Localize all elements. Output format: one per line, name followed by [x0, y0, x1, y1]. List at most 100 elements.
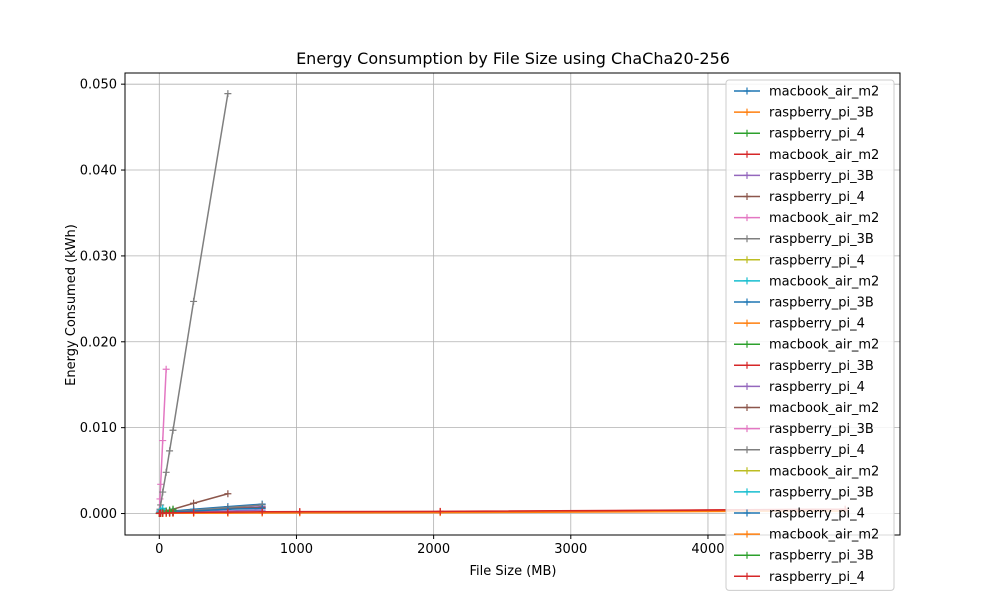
legend-marker: [743, 509, 751, 517]
legend-label: raspberry_pi_4: [769, 507, 865, 522]
legend-item: macbook_air_m2: [734, 211, 879, 226]
legend-label: raspberry_pi_4: [769, 443, 865, 458]
legend-marker: [743, 108, 751, 116]
legend-item: raspberry_pi_3B: [734, 296, 874, 311]
legend-label: macbook_air_m2: [769, 211, 879, 226]
legend-label: raspberry_pi_4: [769, 380, 865, 395]
legend-marker: [743, 193, 751, 200]
legend-label: macbook_air_m2: [769, 338, 879, 353]
y-axis-label: Energy Consumed (kWh): [64, 224, 79, 386]
legend-marker: [743, 256, 751, 264]
legend-item: macbook_air_m2: [734, 528, 879, 543]
x-axis: 0 1000 2000 3000 4000: [155, 535, 725, 557]
legend-marker: [743, 530, 751, 538]
legend-item: raspberry_pi_4: [734, 317, 865, 332]
data-point: [190, 297, 198, 305]
legend-marker: [743, 340, 751, 348]
data-point: [258, 508, 266, 516]
legend-item: macbook_air_m2: [734, 148, 879, 163]
legend-item: raspberry_pi_4: [734, 380, 865, 395]
legend-marker: [743, 425, 751, 433]
legend-label: macbook_air_m2: [769, 85, 879, 100]
legend-item: raspberry_pi_4: [734, 253, 865, 268]
legend-item: macbook_air_m2: [734, 464, 879, 479]
legend-label: macbook_air_m2: [769, 274, 879, 289]
legend-item: raspberry_pi_3B: [734, 422, 874, 437]
x-tick-label: 0: [155, 542, 163, 557]
series-23: [155, 505, 849, 517]
legend-item: raspberry_pi_3B: [734, 169, 874, 184]
legend-label: macbook_air_m2: [769, 464, 879, 479]
legend-item: macbook_air_m2: [734, 85, 879, 100]
legend-marker: [743, 298, 751, 306]
legend-marker: [743, 150, 751, 158]
y-tick-label: 0.030: [80, 249, 117, 264]
legend-label: raspberry_pi_3B: [769, 232, 874, 247]
legend-marker: [743, 551, 751, 559]
x-tick-label: 4000: [691, 542, 724, 557]
legend-marker: [743, 87, 751, 95]
legend-label: raspberry_pi_3B: [769, 106, 874, 121]
data-point: [190, 499, 198, 507]
y-tick-label: 0.010: [80, 421, 117, 436]
legend-marker: [743, 467, 751, 475]
data-point: [159, 437, 167, 445]
legend-item: raspberry_pi_3B: [734, 106, 874, 121]
y-tick-label: 0.050: [80, 78, 117, 93]
x-axis-label: File Size (MB): [470, 564, 557, 579]
data-point: [169, 426, 177, 434]
chart-title: Energy Consumption by File Size using Ch…: [296, 49, 730, 68]
legend-marker: [743, 446, 751, 454]
data-point: [224, 490, 232, 498]
legend-item: macbook_air_m2: [734, 274, 879, 289]
x-tick-label: 2000: [417, 542, 450, 557]
data-point: [296, 508, 304, 516]
data-point: [159, 488, 167, 496]
legend-item: raspberry_pi_4: [734, 190, 865, 205]
legend-marker: [743, 319, 751, 327]
legend-label: macbook_air_m2: [769, 528, 879, 543]
legend-label: raspberry_pi_4: [769, 253, 865, 268]
legend-item: raspberry_pi_3B: [734, 232, 874, 247]
legend-label: raspberry_pi_4: [769, 317, 865, 332]
legend-marker: [743, 404, 751, 411]
legend-marker: [743, 214, 751, 222]
legend-label: raspberry_pi_3B: [769, 359, 874, 374]
legend-label: raspberry_pi_3B: [769, 422, 874, 437]
legend-marker: [743, 382, 751, 390]
legend-item: raspberry_pi_3B: [734, 485, 874, 500]
legend-item: raspberry_pi_4: [734, 570, 865, 585]
legend-label: raspberry_pi_4: [769, 570, 865, 585]
x-tick-label: 3000: [554, 542, 587, 557]
y-axis: 0.000 0.010 0.020 0.030 0.040 0.050: [80, 78, 125, 522]
legend-marker: [743, 488, 751, 496]
legend-item: raspberry_pi_3B: [734, 359, 874, 374]
series-layer: [155, 90, 849, 517]
legend-marker: [743, 361, 751, 369]
x-tick-label: 1000: [280, 542, 313, 557]
legend-label: raspberry_pi_3B: [769, 549, 874, 564]
legend-box: [725, 79, 895, 591]
legend-label: raspberry_pi_3B: [769, 296, 874, 311]
data-point: [224, 90, 232, 98]
legend-label: raspberry_pi_4: [769, 127, 865, 142]
data-point: [224, 508, 232, 516]
legend-item: raspberry_pi_3B: [734, 549, 874, 564]
legend-label: macbook_air_m2: [769, 148, 879, 163]
y-tick-label: 0.020: [80, 335, 117, 350]
data-point: [162, 365, 170, 373]
data-point: [436, 507, 444, 515]
data-point: [169, 509, 177, 517]
data-point: [166, 447, 174, 455]
legend-label: raspberry_pi_4: [769, 190, 865, 205]
data-point: [157, 480, 165, 488]
legend-label: macbook_air_m2: [769, 401, 879, 416]
plot-frame: [124, 72, 901, 536]
legend-item: raspberry_pi_4: [734, 127, 865, 142]
legend-marker: [743, 129, 751, 137]
legend-item: macbook_air_m2: [734, 401, 879, 416]
legend-item: macbook_air_m2: [734, 338, 879, 353]
y-tick-label: 0.040: [80, 164, 117, 179]
legend-marker: [743, 171, 751, 179]
